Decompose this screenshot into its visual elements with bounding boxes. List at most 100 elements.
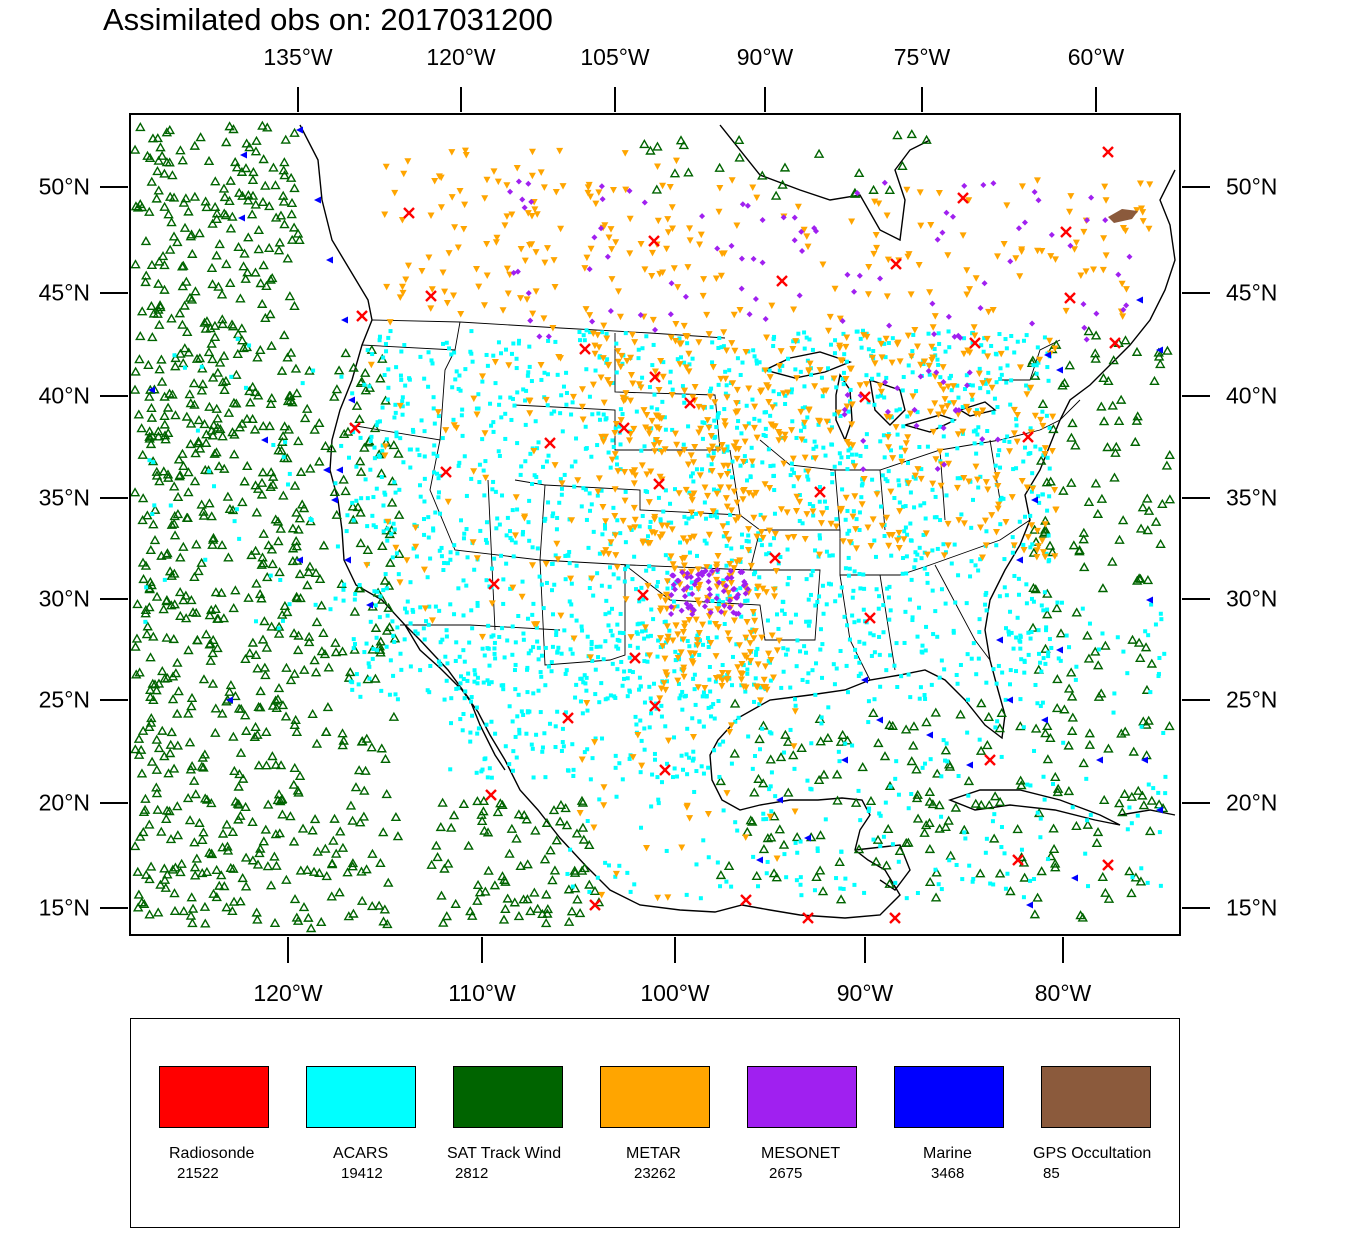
- acars-marker: [782, 750, 787, 755]
- acars-marker: [1135, 813, 1140, 818]
- sat-track-wind-marker: [924, 876, 936, 887]
- metar-marker: [1010, 406, 1018, 414]
- acars-marker: [1111, 710, 1116, 715]
- acars-marker: [459, 518, 464, 523]
- metar-marker: [656, 270, 664, 278]
- acars-marker: [976, 485, 981, 490]
- acars-marker: [802, 330, 807, 335]
- acars-marker: [623, 540, 628, 545]
- acars-marker: [630, 670, 635, 675]
- mesonet-marker: [683, 574, 690, 581]
- metar-marker: [944, 542, 952, 549]
- sat-track-wind-marker: [645, 145, 656, 155]
- sat-track-wind-marker: [290, 363, 302, 373]
- sat-track-wind-marker: [431, 840, 442, 850]
- acars-marker: [513, 662, 518, 667]
- acars-marker: [1061, 740, 1066, 745]
- metar-marker: [541, 259, 549, 267]
- legend-item-sat-track-wind: SAT Track Wind 2812: [447, 1019, 573, 1229]
- acars-marker: [725, 672, 730, 677]
- acars-marker: [392, 480, 397, 485]
- sat-track-wind-marker: [291, 388, 303, 398]
- acars-marker: [910, 370, 915, 375]
- metar-marker: [444, 498, 452, 506]
- sat-track-wind-marker: [504, 848, 515, 858]
- sat-track-wind-marker: [362, 544, 374, 554]
- acars-marker: [717, 742, 722, 747]
- acars-marker: [884, 668, 889, 673]
- acars-marker: [735, 425, 740, 430]
- acars-marker: [704, 693, 709, 698]
- acars-marker: [613, 765, 618, 770]
- acars-marker: [715, 515, 720, 520]
- sat-track-wind-marker: [1137, 502, 1149, 512]
- acars-marker: [1034, 371, 1039, 376]
- acars-marker: [247, 343, 252, 348]
- sat-track-wind-marker: [217, 842, 228, 852]
- acars-marker: [659, 703, 664, 708]
- acars-marker: [922, 693, 927, 698]
- sat-track-wind-marker: [270, 829, 282, 839]
- metar-marker: [694, 684, 702, 691]
- marine-marker: [341, 316, 348, 324]
- sat-track-wind-marker: [1064, 360, 1075, 370]
- acars-marker: [511, 554, 516, 559]
- legend-item-radiosonde: Radiosonde 21522: [159, 1019, 279, 1229]
- sat-track-wind-marker: [135, 199, 146, 209]
- acars-marker: [475, 681, 480, 686]
- metar-marker: [729, 380, 737, 387]
- acars-marker: [707, 677, 712, 682]
- sat-track-wind-marker: [1111, 441, 1122, 451]
- acars-marker: [946, 329, 951, 334]
- acars-marker: [930, 487, 935, 492]
- sat-track-wind-marker: [1102, 442, 1113, 452]
- sat-track-wind-marker: [135, 331, 146, 341]
- metar-marker: [1082, 268, 1090, 275]
- metar-marker: [730, 488, 738, 496]
- sat-track-wind-marker: [1037, 398, 1049, 408]
- metar-marker: [576, 810, 584, 817]
- acars-marker: [967, 863, 972, 868]
- acars-marker: [843, 517, 848, 522]
- mesonet-marker: [799, 247, 806, 254]
- metar-marker: [626, 250, 634, 257]
- metar-marker: [742, 349, 750, 356]
- sat-track-wind-marker: [164, 244, 176, 254]
- acars-marker: [562, 628, 567, 633]
- sat-track-wind-marker: [651, 184, 663, 194]
- sat-track-wind-marker: [153, 185, 164, 195]
- acars-marker: [973, 563, 978, 568]
- acars-marker: [550, 562, 555, 567]
- mesonet-marker: [716, 579, 723, 586]
- acars-marker: [1037, 500, 1042, 505]
- acars-marker: [962, 830, 967, 835]
- metar-marker: [619, 517, 627, 525]
- mesonet-marker: [746, 311, 753, 318]
- metar-marker: [645, 430, 653, 438]
- sat-track-wind-marker: [943, 815, 954, 825]
- sat-track-wind-marker: [145, 684, 156, 694]
- acars-marker: [1045, 508, 1050, 513]
- marine-marker: [1026, 901, 1033, 909]
- sat-track-wind-marker: [190, 448, 201, 458]
- metar-marker: [988, 384, 996, 392]
- metar-marker: [643, 844, 651, 852]
- sat-track-wind-marker: [240, 710, 251, 720]
- sat-track-wind-marker: [1063, 740, 1074, 750]
- acars-marker: [860, 477, 865, 482]
- acars-marker: [1021, 459, 1026, 464]
- acars-marker: [439, 545, 444, 550]
- metar-marker: [657, 635, 665, 642]
- acars-marker: [546, 500, 551, 505]
- metar-marker: [552, 188, 560, 196]
- acars-marker: [708, 714, 713, 719]
- sat-track-wind-marker: [279, 170, 290, 180]
- sat-track-wind-marker: [140, 793, 151, 803]
- acars-marker: [784, 652, 789, 657]
- acars-marker: [758, 747, 763, 752]
- metar-marker: [509, 584, 517, 592]
- acars-marker: [365, 496, 370, 501]
- sat-track-wind-marker: [154, 319, 165, 329]
- acars-marker: [383, 572, 388, 577]
- acars-marker: [535, 546, 540, 551]
